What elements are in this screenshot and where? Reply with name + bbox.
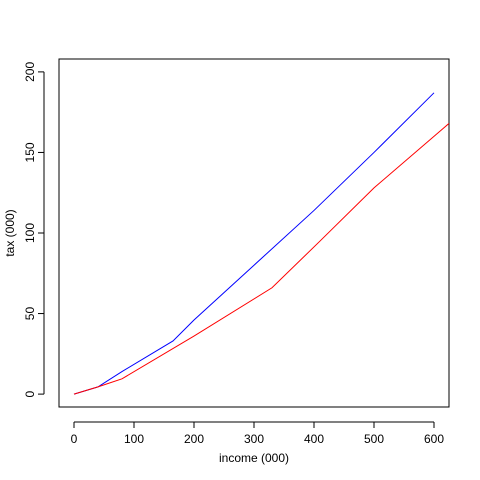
x-tick-label: 100 — [124, 432, 144, 446]
x-tick-label: 600 — [424, 432, 444, 446]
x-tick-label: 300 — [244, 432, 264, 446]
y-tick-label: 0 — [23, 390, 37, 397]
x-tick-label: 200 — [184, 432, 204, 446]
x-tick-label: 400 — [304, 432, 324, 446]
y-axis-ticks: 0 50 100 150 200 — [23, 62, 44, 397]
series-line-1 — [73, 92, 435, 395]
x-tick-label: 0 — [71, 432, 78, 446]
x-tick-label: 500 — [364, 432, 384, 446]
y-tick-label: 50 — [23, 307, 37, 321]
series-layer — [73, 92, 449, 395]
series-line-2 — [73, 123, 449, 395]
x-axis-label: income (000) — [219, 451, 289, 465]
y-axis-label: tax (000) — [3, 209, 17, 256]
y-tick-label: 150 — [23, 142, 37, 162]
y-tick-label: 200 — [23, 62, 37, 82]
plot-area-box — [58, 58, 450, 408]
x-axis-ticks: 0 100 200 300 400 500 600 — [71, 422, 444, 446]
y-tick-label: 100 — [23, 223, 37, 243]
